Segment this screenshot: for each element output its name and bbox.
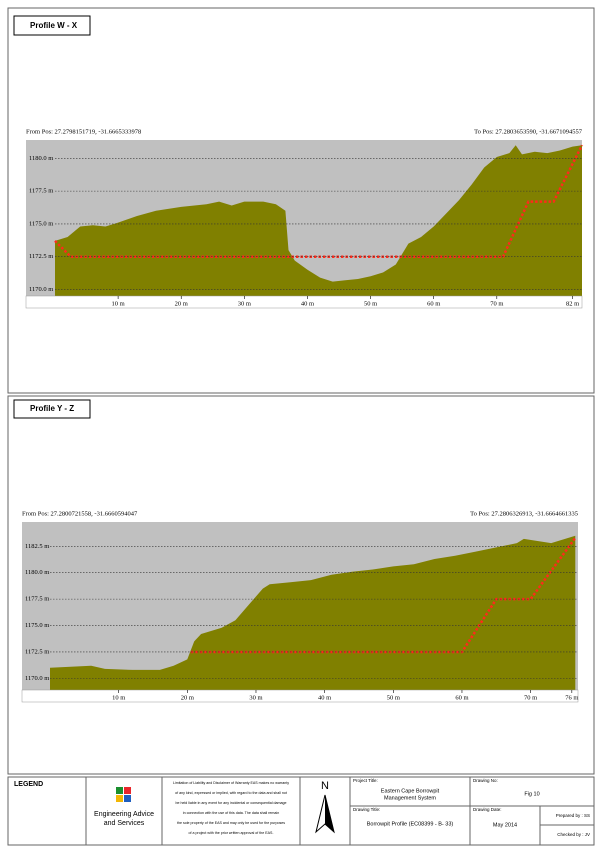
north-label: N [321,780,329,792]
disclaimer-line: be held liable in any event for any inci… [175,801,286,805]
x-tick-label: 50 m [364,300,377,307]
company-name: Engineering Advice [94,811,154,818]
disclaimer-line: of a project with the prior written appr… [189,831,274,835]
x-tick-label: 82 m [566,300,579,307]
drawing-no: Fig 10 [524,791,539,797]
x-tick-label: 40 m [318,694,331,701]
x-tick-label: 30 m [238,300,251,307]
disclaimer-line: the sole property of the EAS and may onl… [177,821,285,825]
y-tick-label: 1180.0 m [29,155,53,162]
field-label: Project Title: [353,778,378,783]
title-block [7,776,595,846]
y-tick-label: 1177.5 m [25,596,49,603]
title-box [13,399,91,419]
x-axis-band [21,689,579,703]
x-tick-label: 60 m [455,694,468,701]
north-arrow [315,794,335,834]
y-tick-label: 1177.5 m [29,188,53,195]
prepared-by: Prepared by : SS [556,813,590,818]
x-tick-label: 60 m [427,300,440,307]
x-tick-label: 20 m [181,694,194,701]
panel-title: Profile Y - Z [30,404,74,413]
disclaimer-line: Limitation of Liability and Disclaimer o… [173,781,289,785]
legend-title: LEGEND [14,781,43,788]
y-tick-label: 1172.5 m [29,253,53,260]
project-title: Eastern Cape Borrowpit [381,788,440,794]
to-position: To Pos: 27.2803653590, -31.6671094557 [474,128,583,135]
logo [116,787,131,802]
x-tick-label: 10 m [112,694,125,701]
x-tick-label: 30 m [249,694,262,701]
to-position: To Pos: 27.2806326913, -31.6664661335 [470,510,578,517]
y-tick-label: 1175.0 m [25,622,49,629]
y-tick-label: 1180.0 m [25,569,49,576]
drawing-title: Borrowpit Profile (EC08399 - B- 33) [367,821,454,827]
y-tick-label: 1170.0 m [29,286,53,293]
project-title: Management System [384,795,436,801]
x-tick-label: 40 m [301,300,314,307]
y-tick-label: 1170.0 m [25,675,49,682]
from-position: From Pos: 27.2800721558, -31.6660594047 [22,510,138,517]
x-tick-label: 50 m [387,694,400,701]
x-tick-label: 70 m [490,300,503,307]
x-tick-label: 76 m [565,694,578,701]
disclaimer-line: of any kind, expressed or implied, with … [175,791,287,795]
panel [7,395,595,775]
y-tick-label: 1172.5 m [25,648,49,655]
x-tick-label: 20 m [175,300,188,307]
drawing-date: May 2014 [493,822,517,828]
company-name: and Services [104,820,145,827]
panel-title: Profile W - X [30,21,78,30]
disclaimer-line: in connection with the use of this data.… [183,811,279,815]
field-label: Drawing No: [473,778,498,783]
panel [7,7,595,394]
x-axis-band [25,295,583,309]
y-tick-label: 1175.0 m [29,220,53,227]
checked-by: Checked by : JV [557,832,590,837]
x-tick-label: 70 m [524,694,537,701]
field-label: Drawing Date: [473,807,502,812]
title-box [13,15,91,36]
field-label: Drawing Title: [353,807,380,812]
x-tick-label: 10 m [112,300,125,307]
terrain-area [55,145,582,296]
from-position: From Pos: 27.2798151719, -31.6665333978 [26,128,141,135]
y-tick-label: 1182.5 m [25,543,49,550]
